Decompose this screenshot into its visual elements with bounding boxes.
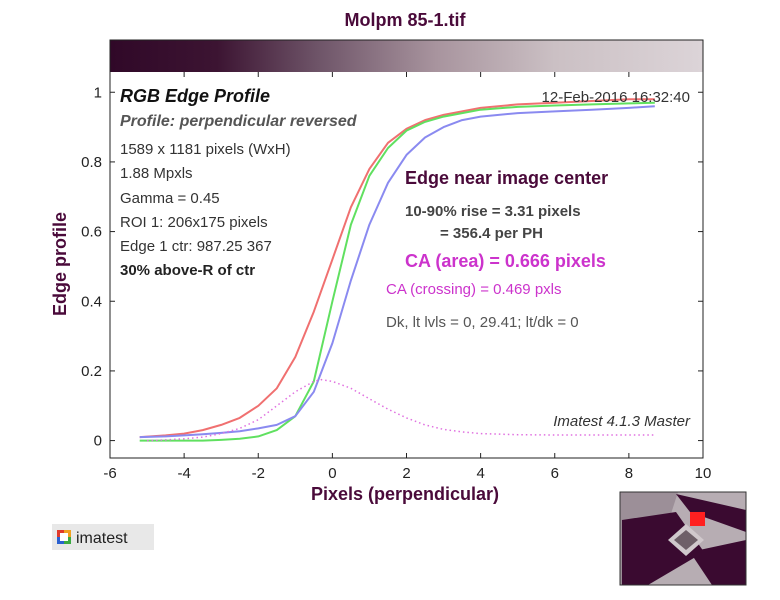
- info-line-gamma: Gamma = 0.45: [120, 190, 220, 207]
- ca-area-value: CA (area) = 0.666 pixels: [405, 251, 606, 271]
- series-line-2: [139, 105, 655, 439]
- edge-heading: Edge near image center: [405, 168, 608, 188]
- x-axis-title: Pixels (perpendicular): [311, 484, 499, 504]
- figure-title: Molpm 85-1.tif: [344, 10, 466, 30]
- x-tick-label: 10: [695, 465, 712, 482]
- panel-subtitle: Profile: perpendicular reversed: [120, 113, 358, 130]
- x-tick-label: 0: [328, 465, 336, 482]
- timestamp: 12-Feb-2016 16:32:40: [542, 89, 690, 106]
- rise-line-pixels: 10-90% rise = 3.31 pixels: [405, 203, 581, 220]
- series-line-1: [139, 101, 655, 442]
- y-tick-label: 1: [94, 84, 102, 101]
- info-line-megapixels: 1.88 Mpxls: [120, 165, 193, 182]
- series-line-0: [139, 98, 655, 439]
- x-tick-label: -2: [252, 465, 265, 482]
- y-tick-label: 0: [94, 433, 102, 450]
- y-axis-title: Edge profile: [50, 212, 70, 316]
- series-layer: [139, 98, 655, 442]
- imatest-logo: imatest: [52, 524, 154, 550]
- y-tick-label: 0.2: [81, 363, 102, 380]
- imatest-logo-text: imatest: [76, 530, 128, 547]
- series-line-3: [147, 378, 655, 442]
- info-line-dimensions: 1589 x 1181 pixels (WxH): [120, 141, 291, 158]
- roi-thumbnail: [619, 491, 747, 586]
- y-tick-label: 0.6: [81, 224, 102, 241]
- ca-crossing-value: CA (crossing) = 0.469 pxls: [386, 281, 562, 298]
- panel-title: RGB Edge Profile: [120, 86, 270, 106]
- tonal-gradient-band: [110, 40, 703, 72]
- rise-line-per-ph: = 356.4 per PH: [440, 225, 543, 242]
- x-tick-label: -4: [177, 465, 190, 482]
- software-version: Imatest 4.1.3 Master: [553, 413, 691, 430]
- x-tick-label: 2: [402, 465, 410, 482]
- x-tick-label: 6: [551, 465, 559, 482]
- dark-light-levels: Dk, lt lvls = 0, 29.41; lt/dk = 0: [386, 314, 579, 331]
- axis-ticks: -6 -4 -2 0 2 4 6 8 10 0 0.2 0.4 0.6 0.8 1: [81, 72, 711, 482]
- x-tick-label: 4: [476, 465, 484, 482]
- info-line-location: 30% above-R of ctr: [120, 262, 255, 279]
- info-line-edge-center: Edge 1 ctr: 987.25 367: [120, 238, 272, 255]
- x-tick-label: -6: [103, 465, 116, 482]
- y-tick-label: 0.8: [81, 154, 102, 171]
- info-line-roi: ROI 1: 206x175 pixels: [120, 214, 268, 231]
- x-tick-label: 8: [625, 465, 633, 482]
- imatest-logo-icon: [57, 530, 71, 544]
- y-tick-label: 0.4: [81, 293, 102, 310]
